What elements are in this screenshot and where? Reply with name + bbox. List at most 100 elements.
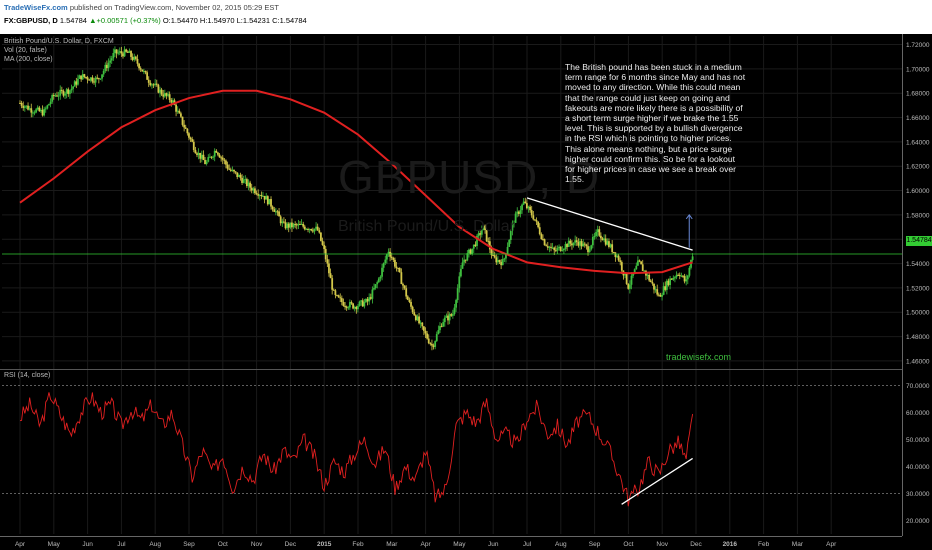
- price-tick-label: 1.48000: [906, 334, 930, 341]
- candle-body: [664, 286, 667, 290]
- candle-body: [667, 280, 670, 285]
- candle-body: [43, 109, 46, 116]
- candle-body: [54, 95, 57, 97]
- candle-body: [665, 280, 668, 290]
- candle-body: [353, 306, 356, 309]
- candle-body: [355, 306, 358, 310]
- candle-body: [680, 275, 683, 277]
- candle-body: [596, 229, 599, 233]
- candle-body: [350, 302, 353, 304]
- candle-body: [332, 289, 335, 291]
- price-tick-label: 1.58000: [906, 212, 930, 219]
- rsi-tick-label: 20.0000: [906, 518, 930, 525]
- candle-body: [682, 275, 684, 277]
- chart-canvas[interactable]: 1.72000 1.70000 1.68000 1.66000 1.64000 1.620…: [0, 34, 932, 550]
- candle-body: [571, 243, 573, 246]
- candle-body: [482, 225, 485, 231]
- candle-body: [159, 89, 161, 93]
- candle-body: [574, 240, 577, 243]
- candle-body: [421, 322, 424, 327]
- candle-body: [311, 230, 314, 232]
- candle-body: [340, 298, 343, 303]
- price-tick-label: 1.60000: [906, 188, 930, 195]
- candle-body: [270, 199, 272, 207]
- candle-body: [141, 69, 144, 72]
- candle-body: [147, 79, 150, 83]
- candle-body: [184, 127, 187, 129]
- candle-body: [484, 225, 486, 231]
- candle-body: [617, 255, 620, 261]
- candle-body: [36, 107, 39, 110]
- candle-body: [361, 300, 364, 307]
- candle-body: [410, 301, 412, 307]
- candle-body: [674, 277, 676, 279]
- candle-body: [521, 204, 523, 211]
- candle-body: [20, 103, 23, 106]
- candle-body: [545, 245, 548, 247]
- candle-body: [479, 233, 482, 235]
- publisher-name[interactable]: TradeWiseFx.com: [4, 3, 68, 12]
- candle-body: [331, 278, 334, 290]
- ma-indicator-label[interactable]: MA (200, close): [4, 56, 53, 63]
- candle-body: [625, 273, 628, 284]
- candle-body: [337, 295, 340, 298]
- candle-body: [348, 302, 351, 308]
- candle-body: [516, 211, 519, 214]
- candle-body: [308, 228, 311, 230]
- candle-body: [266, 196, 269, 205]
- candle-body: [205, 161, 208, 165]
- candle-body: [307, 228, 309, 230]
- candle-body: [93, 81, 95, 83]
- candle-body: [125, 49, 128, 52]
- candle-body: [575, 240, 578, 243]
- candle-body: [394, 259, 396, 267]
- candle-body: [377, 278, 380, 283]
- time-tick-label: Oct: [623, 541, 633, 548]
- candle-body: [669, 278, 671, 285]
- candle-body: [432, 345, 435, 347]
- candle-body: [635, 265, 638, 270]
- time-tick-label: Nov: [656, 541, 668, 548]
- vol-indicator-label[interactable]: Vol (20, false): [4, 47, 47, 54]
- candle-body: [237, 174, 240, 177]
- candle-body: [313, 228, 316, 232]
- candle-body: [535, 220, 538, 222]
- time-tick-label: Apr: [826, 541, 837, 548]
- candle-body: [458, 276, 461, 289]
- candle-body: [81, 74, 84, 80]
- candle-body: [440, 326, 443, 328]
- candle-body: [448, 314, 451, 321]
- candle-body: [131, 56, 134, 60]
- price-change: ▲+0.00571 (+0.37%): [89, 16, 161, 25]
- candle-body: [604, 238, 607, 245]
- candle-body: [234, 171, 237, 173]
- candle-body: [685, 279, 688, 282]
- candle-body: [406, 296, 409, 300]
- candle-body: [109, 60, 112, 63]
- candle-body: [551, 247, 554, 249]
- candle-body: [683, 276, 686, 282]
- candle-body: [80, 75, 83, 80]
- candle-body: [414, 315, 417, 321]
- candle-body: [229, 169, 232, 171]
- candle-body: [463, 259, 466, 263]
- candle-body: [611, 244, 614, 252]
- candle-body: [271, 206, 274, 210]
- candle-body: [23, 106, 26, 108]
- time-tick-label: Apr: [421, 541, 432, 548]
- candle-body: [268, 199, 271, 205]
- candle-body: [101, 74, 103, 79]
- candle-body: [48, 104, 50, 106]
- candle-body: [640, 261, 643, 265]
- candle-body: [468, 249, 470, 254]
- candle-body: [366, 298, 369, 302]
- candle-body: [469, 249, 472, 254]
- candle-body: [657, 294, 660, 296]
- candle-body: [117, 52, 120, 54]
- candle-body: [300, 223, 303, 225]
- candle-body: [223, 159, 226, 161]
- rsi-tick-label: 30.0000: [906, 491, 930, 498]
- rsi-indicator-label[interactable]: RSI (14, close): [4, 372, 51, 379]
- candle-body: [188, 133, 190, 138]
- candle-body: [64, 93, 66, 96]
